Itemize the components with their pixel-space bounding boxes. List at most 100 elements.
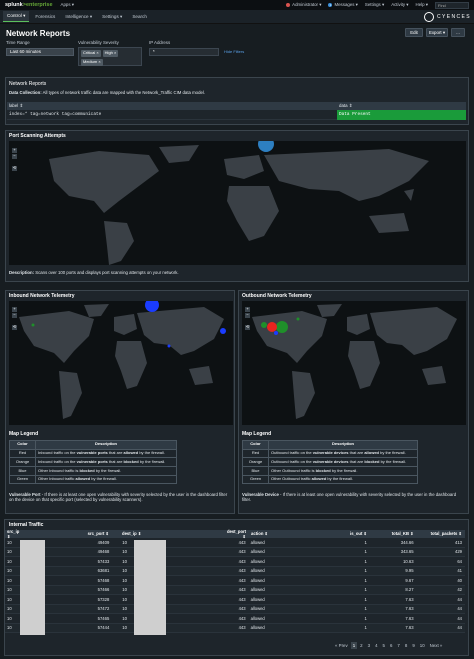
col-dest-port[interactable]: dest_port ⇕ <box>226 528 247 539</box>
outbound-reset-icon[interactable]: ⟲ <box>245 324 250 330</box>
outbound-zoom-out-icon[interactable]: − <box>245 312 250 318</box>
cell-total-packets: 44 <box>457 615 463 621</box>
world-map-svg <box>49 141 429 265</box>
inbound-bubble-blue-east[interactable] <box>220 328 226 334</box>
hide-filters-link[interactable]: Hide Filters <box>224 49 245 54</box>
cell-dest-port: 443 <box>238 625 246 631</box>
cell-total-kb: 9.67 <box>405 577 414 583</box>
messages-menu[interactable]: 1 Messages ▾ <box>328 2 358 7</box>
zoom-out-icon[interactable]: − <box>12 153 17 159</box>
table-row[interactable]: 10 49409 10 443 allowed 1 344.66 413 <box>5 538 465 548</box>
col-label-header[interactable]: label ⇕ <box>9 103 24 109</box>
inbound-reset-icon[interactable]: ⟲ <box>12 324 17 330</box>
chip-critical[interactable]: Critical × <box>81 50 101 57</box>
page-7-button[interactable]: 7 <box>397 643 400 648</box>
nav-search[interactable]: Search <box>132 13 147 19</box>
col-dest-ip[interactable]: dest_ip ⇕ <box>122 531 142 537</box>
table-row[interactable]: 10 57466 10 443 allowed 1 8.27 42 <box>5 585 465 595</box>
find-input[interactable]: Find <box>435 1 469 9</box>
page-9-button[interactable]: 9 <box>412 643 415 648</box>
outbound-legend-title: Map Legend <box>242 431 272 437</box>
legend-color: Orange <box>242 457 269 468</box>
inbound-bubble-small[interactable] <box>167 344 171 348</box>
col-total-packets[interactable]: total_packets ⇕ <box>430 531 463 537</box>
legend-desc: Inbound traffic on the vulnerable ports … <box>35 448 177 459</box>
table-row: index=* tag=network tag=communicate Data… <box>7 109 466 120</box>
network-reports-title: Network Reports <box>9 81 47 87</box>
help-menu[interactable]: Help ▾ <box>415 2 428 8</box>
more-button[interactable]: ... <box>451 28 465 37</box>
admin-menu[interactable]: Administrator ▾ <box>286 2 321 7</box>
table-row[interactable]: 10 49468 10 443 allowed 1 343.65 429 <box>5 547 465 557</box>
cell-dest-ip: 10 <box>122 596 127 602</box>
nav-settings[interactable]: Settings ▾ <box>102 13 123 19</box>
time-range-select[interactable]: Last 60 minutes <box>6 48 74 56</box>
note-bold: Vulnerable Device <box>242 492 279 497</box>
edit-button[interactable]: Edit <box>405 28 423 37</box>
table-row[interactable]: 10 57433 10 443 allowed 1 10.63 64 <box>5 557 465 567</box>
chip-medium[interactable]: Medium × <box>81 58 103 66</box>
chip-high[interactable]: High × <box>102 50 119 57</box>
col-total-kb[interactable]: total_KB ⇕ <box>391 531 414 537</box>
reset-view-icon[interactable]: ⟲ <box>12 165 17 171</box>
page-5-button[interactable]: 5 <box>382 643 385 648</box>
outbound-bubble-green[interactable] <box>276 321 288 333</box>
outbound-bubble-green-east[interactable] <box>296 317 300 321</box>
col-is-out[interactable]: is_out ⇕ <box>350 531 368 537</box>
inbound-zoom-in-icon[interactable]: + <box>12 306 17 312</box>
page-1-button[interactable]: 1 <box>350 642 358 650</box>
nav-forensics[interactable]: Forensics <box>35 13 56 19</box>
export-button[interactable]: Export ▾ <box>426 28 448 37</box>
page-8-button[interactable]: 8 <box>404 643 408 648</box>
table-row[interactable]: 10 57472 10 443 allowed 1 7.63 44 <box>5 604 465 614</box>
outbound-bubble-red[interactable] <box>267 322 277 332</box>
cell-dest-port: 443 <box>238 539 246 545</box>
table-row: Green Other Inbound traffic allowed by th… <box>9 474 177 485</box>
apps-menu[interactable]: Apps ▾ <box>60 2 74 8</box>
page-10-button[interactable]: 10 <box>419 643 425 648</box>
cell-src-port: 57466 <box>97 587 110 593</box>
prev-page-button[interactable]: « Prev <box>335 643 348 648</box>
vuln-severity-multiselect[interactable]: Critical × High ×Medium × <box>78 47 142 66</box>
table-row[interactable]: 10 57465 10 443 allowed 1 7.63 44 <box>5 614 465 624</box>
port-scan-bubble[interactable] <box>258 141 274 152</box>
legend-desc: Other Inbound traffic allowed by the fir… <box>35 474 177 485</box>
zoom-in-icon[interactable]: + <box>12 147 17 153</box>
inbound-zoom-out-icon[interactable]: − <box>12 312 17 318</box>
inbound-bubble-green[interactable] <box>31 323 35 327</box>
nav-control[interactable]: Control ▾ <box>3 11 30 22</box>
cell-total-packets: 40 <box>457 577 463 583</box>
cell-src-port: 57465 <box>97 615 110 621</box>
table-row[interactable]: 10 57468 10 443 allowed 1 9.67 40 <box>5 576 465 586</box>
note-text: - If there is at least one open vulnerab… <box>242 492 457 503</box>
col-src-port[interactable]: src_port ⇕ <box>87 531 110 537</box>
legend-color: Orange <box>9 457 36 468</box>
col-data-header[interactable]: data ⇕ <box>339 103 353 109</box>
inbound-map[interactable] <box>9 301 233 425</box>
page-3-button[interactable]: 3 <box>367 643 371 648</box>
table-row[interactable]: 10 57328 10 443 allowed 1 7.63 44 <box>5 595 465 605</box>
table-row[interactable]: 10 57444 10 443 allowed 1 7.63 44 <box>5 623 465 633</box>
outbound-zoom-in-icon[interactable]: + <box>245 306 250 312</box>
ip-address-input[interactable]: * <box>149 48 219 56</box>
port-scanning-map[interactable] <box>9 141 466 265</box>
table-row[interactable]: 10 63681 10 443 allowed 1 9.95 41 <box>5 566 465 576</box>
next-page-button[interactable]: Next » <box>429 643 443 648</box>
settings-menu[interactable]: Settings ▾ <box>364 2 385 8</box>
cell-dest-port: 443 <box>238 568 246 574</box>
page-6-button[interactable]: 6 <box>389 643 393 648</box>
page-4-button[interactable]: 4 <box>375 643 378 648</box>
inbound-bubble-blue[interactable] <box>145 301 159 312</box>
table-row: Red Inbound traffic on the vulnerable por… <box>9 448 177 459</box>
page-2-button[interactable]: 2 <box>360 643 363 648</box>
top-bar: splunk>enterprise Apps ▾ Administrator ▾… <box>0 0 474 10</box>
activity-menu[interactable]: Activity ▾ <box>391 2 409 8</box>
cell-dest-ip: 10 <box>122 577 127 583</box>
outbound-map[interactable] <box>242 301 466 425</box>
col-src-ip[interactable]: src_ip ⇕ <box>7 528 20 539</box>
splunk-logo[interactable]: splunk>enterprise <box>5 2 53 9</box>
col-action[interactable]: action ⇕ <box>251 531 269 537</box>
outbound-bubble-green-small[interactable] <box>261 322 267 328</box>
nav-intelligence[interactable]: Intelligence ▾ <box>65 13 93 19</box>
outbound-bubble-blue[interactable] <box>274 331 278 335</box>
